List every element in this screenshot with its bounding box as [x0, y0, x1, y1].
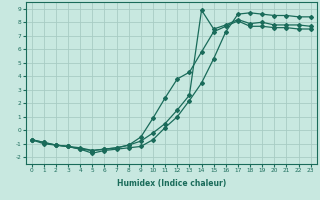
X-axis label: Humidex (Indice chaleur): Humidex (Indice chaleur)	[116, 179, 226, 188]
